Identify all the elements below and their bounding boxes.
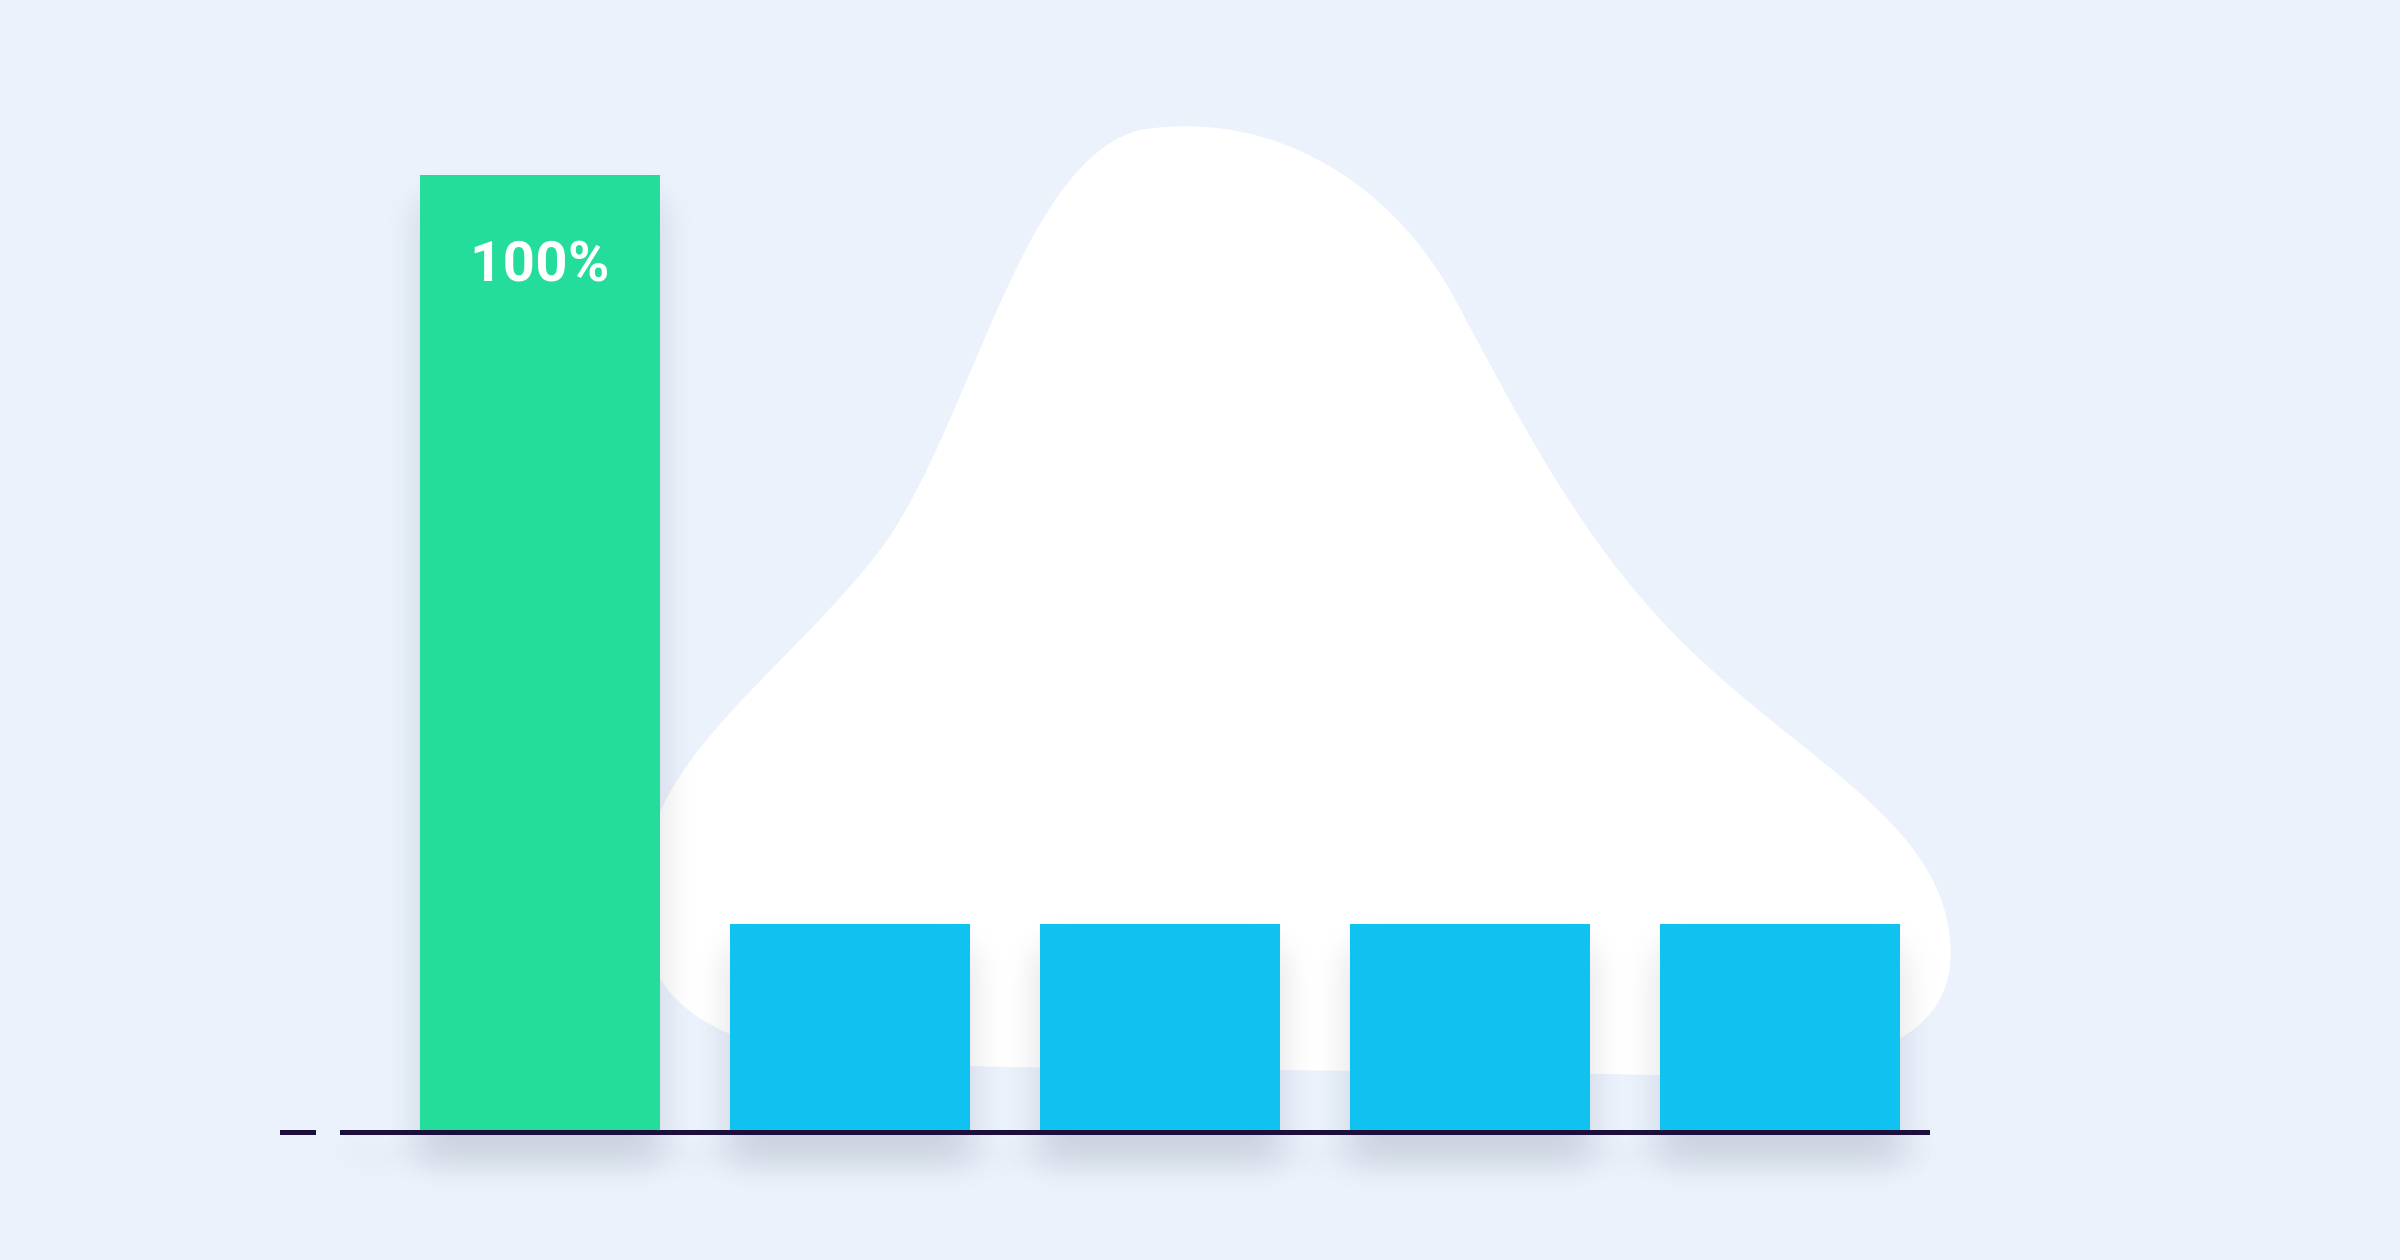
bar-2 — [730, 924, 970, 1135]
bar-chart: 100% — [340, 175, 1930, 1135]
chart-canvas: 100% — [0, 0, 2400, 1260]
x-axis — [340, 1130, 1930, 1135]
axis-tick — [280, 1130, 316, 1135]
bar-1-label: 100% — [420, 229, 660, 295]
bar-3 — [1040, 924, 1280, 1135]
bar-5 — [1660, 924, 1900, 1135]
bar-1: 100% — [420, 175, 660, 1135]
bar-4 — [1350, 924, 1590, 1135]
